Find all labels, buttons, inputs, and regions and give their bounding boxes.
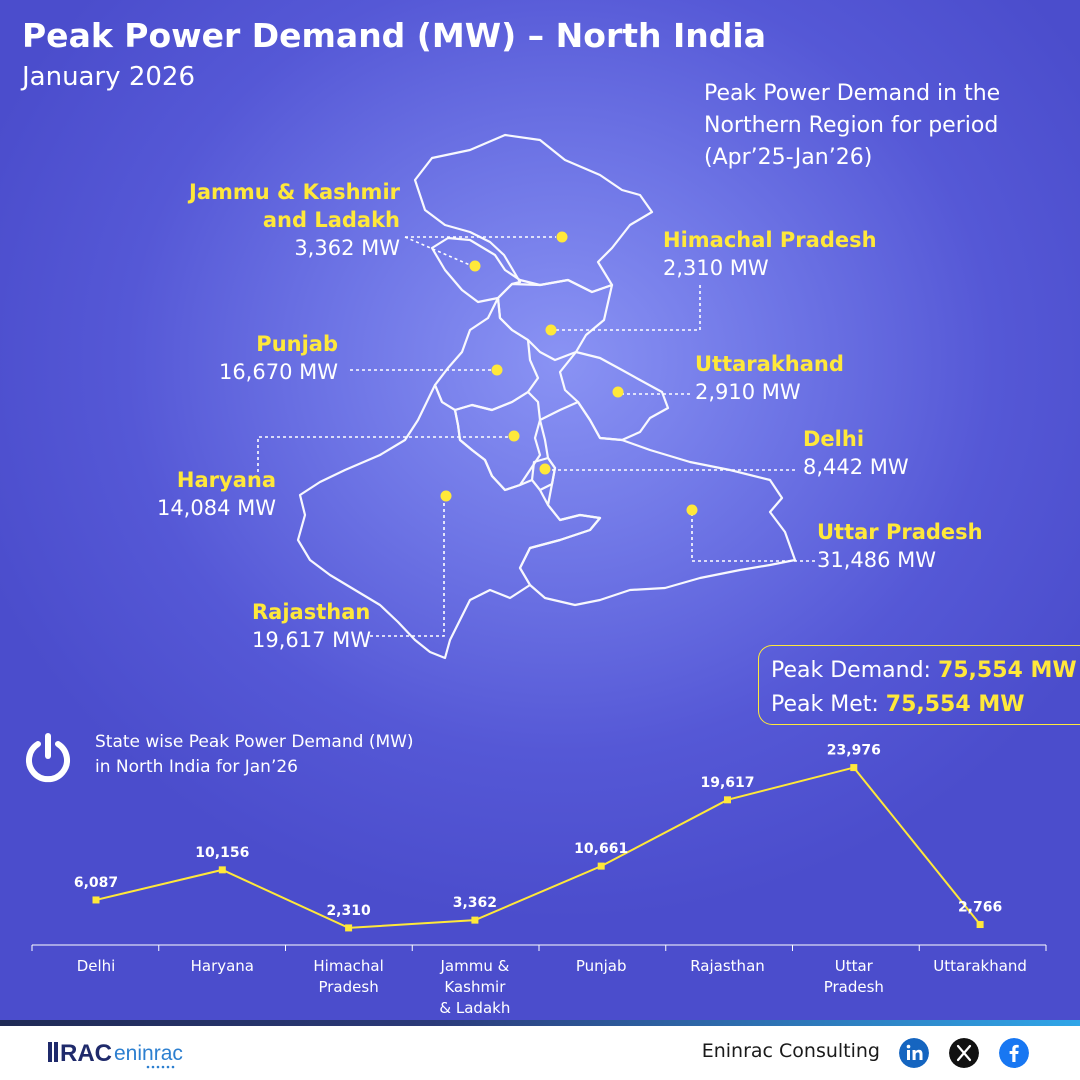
data-point bbox=[345, 924, 353, 932]
map-dot-himachal bbox=[545, 324, 557, 336]
series-line bbox=[95, 766, 981, 929]
peak-demand-value: 75,554 MW bbox=[937, 658, 1077, 683]
x-tick-label: Himachal Pradesh bbox=[313, 957, 384, 996]
x-tick-label: Punjab bbox=[575, 957, 627, 975]
label-haryana: Haryana 14,084 MW bbox=[156, 468, 276, 520]
data-label: 2,310 bbox=[326, 903, 371, 919]
x-icon[interactable] bbox=[949, 1038, 979, 1068]
data-point bbox=[471, 916, 479, 924]
data-label: 6,087 bbox=[74, 875, 118, 891]
label-uttarakhand: Uttarakhand 2,910 MW bbox=[695, 352, 844, 404]
label-rajasthan: Rajasthan 19,617 MW bbox=[252, 600, 372, 652]
data-point bbox=[92, 896, 100, 904]
map-region-jammu-kashmir bbox=[413, 133, 654, 304]
map-dot-punjab bbox=[491, 364, 503, 376]
peak-met-line: Peak Met: 75,554 MW bbox=[771, 692, 1025, 717]
map-dot-jammu-kashmir bbox=[469, 260, 481, 272]
period-note: Peak Power Demand in the Northern Region… bbox=[704, 81, 1001, 170]
x-tick-label: Jammu & Kashmir & Ladakh bbox=[439, 957, 511, 1017]
label-himachal: Himachal Pradesh 2,310 MW bbox=[663, 228, 877, 280]
data-point bbox=[724, 796, 731, 804]
x-tick-label: Uttar Pradesh bbox=[823, 957, 884, 996]
data-point bbox=[850, 764, 858, 772]
footer-stripe bbox=[0, 1020, 1080, 1026]
page-subtitle: January 2026 bbox=[22, 62, 195, 92]
data-label: 23,976 bbox=[827, 743, 881, 759]
x-tick-label: Uttarakhand bbox=[933, 957, 1027, 975]
map-dot-uttar-pradesh bbox=[686, 504, 698, 516]
data-label: 2,766 bbox=[958, 900, 1002, 916]
power-icon bbox=[26, 733, 70, 783]
map-dot-uttarakhand bbox=[612, 386, 624, 398]
label-punjab: Punjab 16,670 MW bbox=[218, 332, 338, 384]
data-point bbox=[976, 921, 984, 929]
line-chart: 6,087 10,156 2,310 3,362 10,661 19,617 23,976 2… bbox=[74, 743, 1002, 932]
peak-demand-line: Peak Demand: 75,554 MW bbox=[771, 658, 1077, 683]
peak-met-value: 75,554 MW bbox=[885, 692, 1025, 717]
eninrac-logo: RAC eninrac bbox=[48, 1040, 183, 1069]
label-delhi: Delhi 8,442 MW bbox=[803, 427, 909, 479]
facebook-icon[interactable] bbox=[999, 1038, 1029, 1068]
linkedin-icon[interactable] bbox=[899, 1038, 929, 1068]
label-jammu-kashmir: Jammu & Kashmir and Ladakh 3,362 MW bbox=[189, 180, 400, 260]
x-tick-label: Rajasthan bbox=[690, 957, 765, 975]
map-region-uttarakhand bbox=[558, 350, 670, 442]
svg-text:eninrac: eninrac bbox=[114, 1042, 183, 1065]
data-label: 3,362 bbox=[453, 895, 497, 911]
chart-caption: State wise Peak Power Demand (MW) in Nor… bbox=[95, 732, 414, 777]
map-region-rajasthan bbox=[296, 383, 602, 660]
data-point bbox=[218, 866, 226, 874]
north-india-map bbox=[296, 133, 698, 660]
page-title: Peak Power Demand (MW) – North India bbox=[22, 16, 766, 55]
x-tick-label: Delhi bbox=[76, 957, 116, 975]
map-dot-haryana bbox=[508, 430, 520, 442]
data-point bbox=[597, 862, 605, 870]
peak-summary-box: Peak Demand: 75,554 MW Peak Met: 75,554 … bbox=[758, 645, 1080, 725]
data-label: 10,661 bbox=[574, 841, 628, 857]
map-dot-ladakh bbox=[556, 231, 568, 243]
svg-text:RAC: RAC bbox=[60, 1040, 112, 1067]
brand-name: Eninrac Consulting bbox=[701, 1040, 880, 1062]
label-uttar-pradesh: Uttar Pradesh 31,486 MW bbox=[817, 520, 983, 572]
map-dot-rajasthan bbox=[440, 490, 452, 502]
data-label: 19,617 bbox=[700, 775, 754, 791]
map-dot-delhi bbox=[539, 463, 551, 475]
data-label: 10,156 bbox=[195, 845, 249, 861]
x-tick-label: Haryana bbox=[190, 957, 254, 975]
